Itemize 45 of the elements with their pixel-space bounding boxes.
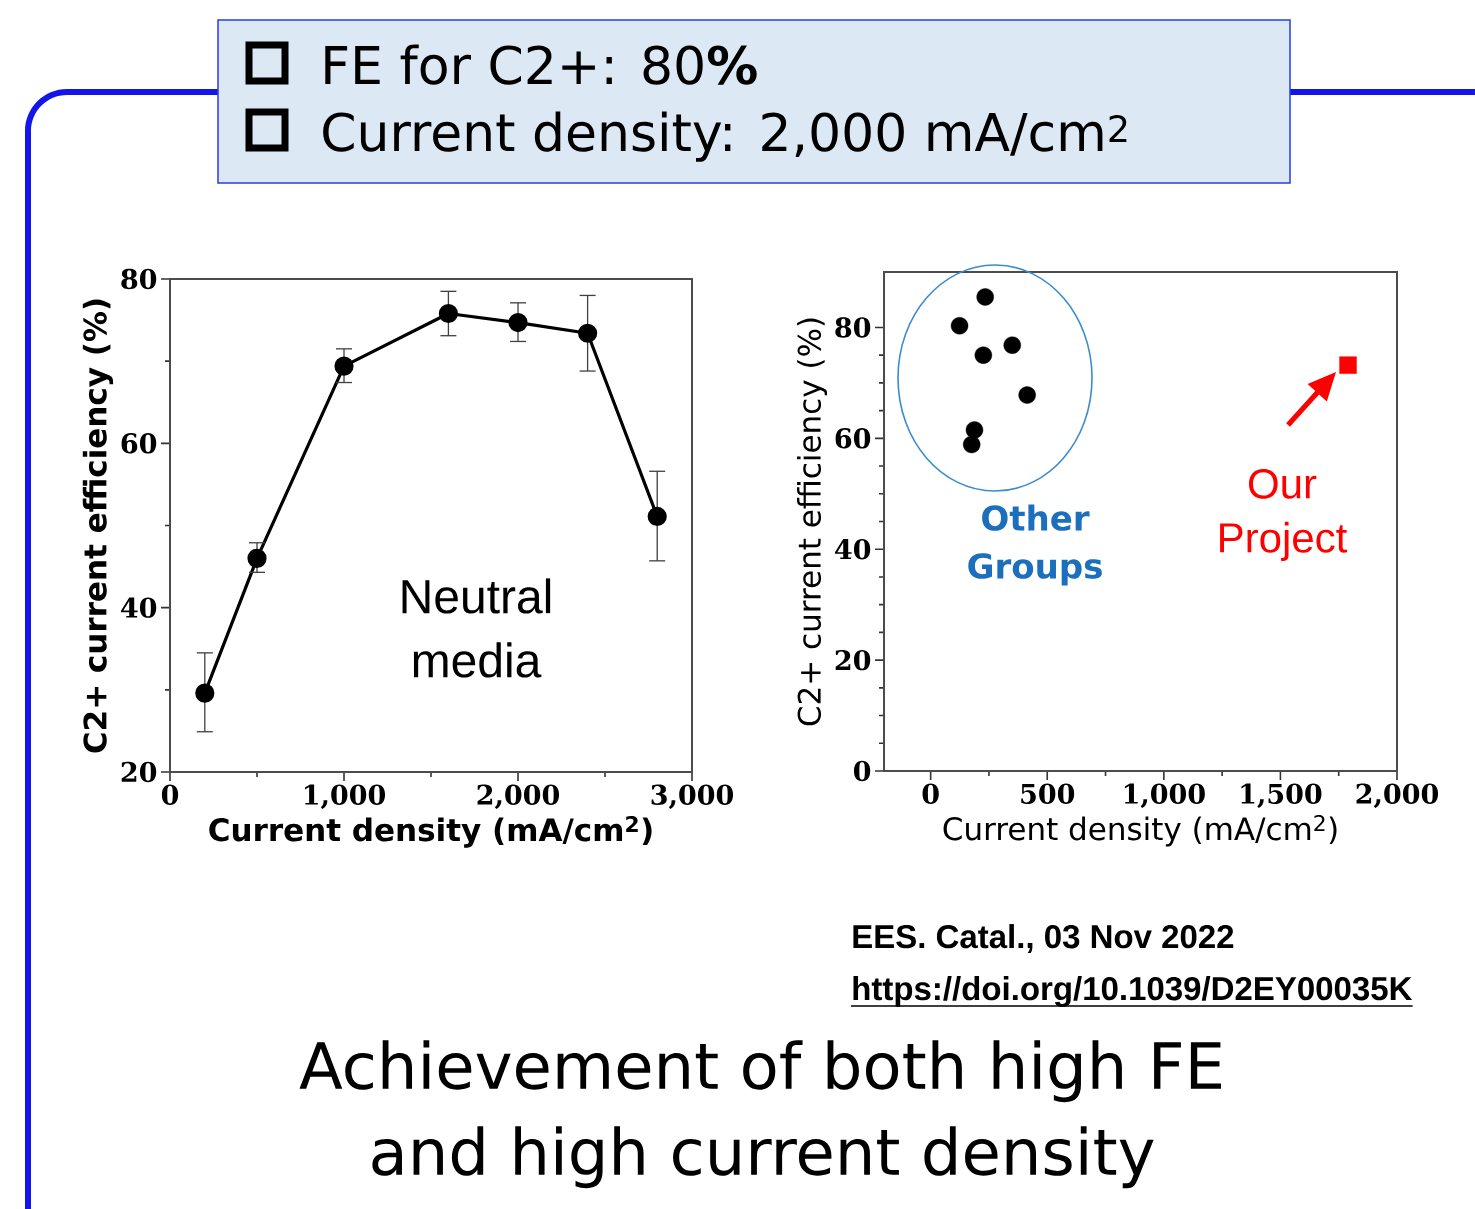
y-tick-label: 0 [853, 760, 871, 782]
x-axis-title: Current density (mA/cm$^{2}$) [209, 815, 652, 848]
text: EES. Catal., 03 Nov 2022 [853, 924, 1234, 954]
y-tick-label: 60 [121, 433, 157, 454]
y-tick-label: 20 [835, 649, 871, 671]
annotation: Neutral media [402, 578, 551, 678]
x-tick-label: 500 [1021, 783, 1075, 804]
point [647, 506, 667, 527]
point [508, 312, 528, 333]
point [950, 317, 969, 335]
point [962, 435, 981, 454]
point [195, 683, 215, 703]
text: https://doi.org/10.1039/D2EY00035K [853, 976, 1413, 1007]
point [974, 346, 993, 364]
text: Achievement of both high FE and high current density [299, 1040, 1221, 1189]
y-tick-label: 40 [835, 539, 871, 560]
text: FE for C2+: 80% [325, 44, 757, 85]
x-tick-label: 1,000 [1124, 783, 1205, 809]
y-tick-label: 40 [121, 597, 157, 618]
x-tick-label: 0 [922, 783, 939, 804]
series-label: Other Groups [968, 504, 1102, 586]
x-tick-label: 2,000 [477, 784, 560, 810]
y-tick-label: 80 [121, 268, 157, 290]
point [1339, 356, 1357, 374]
y-tick-label: 80 [835, 317, 871, 338]
x-tick-label: 1,500 [1241, 783, 1322, 809]
x-axis-title: Current density (mA/cm$^{2}$) [943, 814, 1337, 847]
point [965, 421, 984, 439]
y-axis-title: C2+ current efficiency (%) [797, 318, 828, 726]
point [976, 288, 994, 306]
x-tick-label: 1,000 [305, 784, 386, 810]
y-tick-label: 20 [121, 761, 157, 783]
x-tick-label: 0 [161, 784, 179, 805]
point [1018, 386, 1036, 404]
x-tick-label: 3,000 [651, 784, 734, 810]
y-tick-label: 60 [835, 428, 871, 449]
point [438, 303, 459, 324]
text: Current density: 2,000 mA/cm$^{2}$ [323, 111, 1127, 162]
point [1003, 336, 1021, 354]
point [334, 356, 354, 376]
y-axis-title: C2+ current efficiency (%) [82, 299, 114, 753]
point [247, 548, 267, 568]
legend-label: Our Project [1220, 468, 1348, 562]
point [578, 323, 598, 343]
x-tick-label: 2,000 [1356, 783, 1439, 809]
